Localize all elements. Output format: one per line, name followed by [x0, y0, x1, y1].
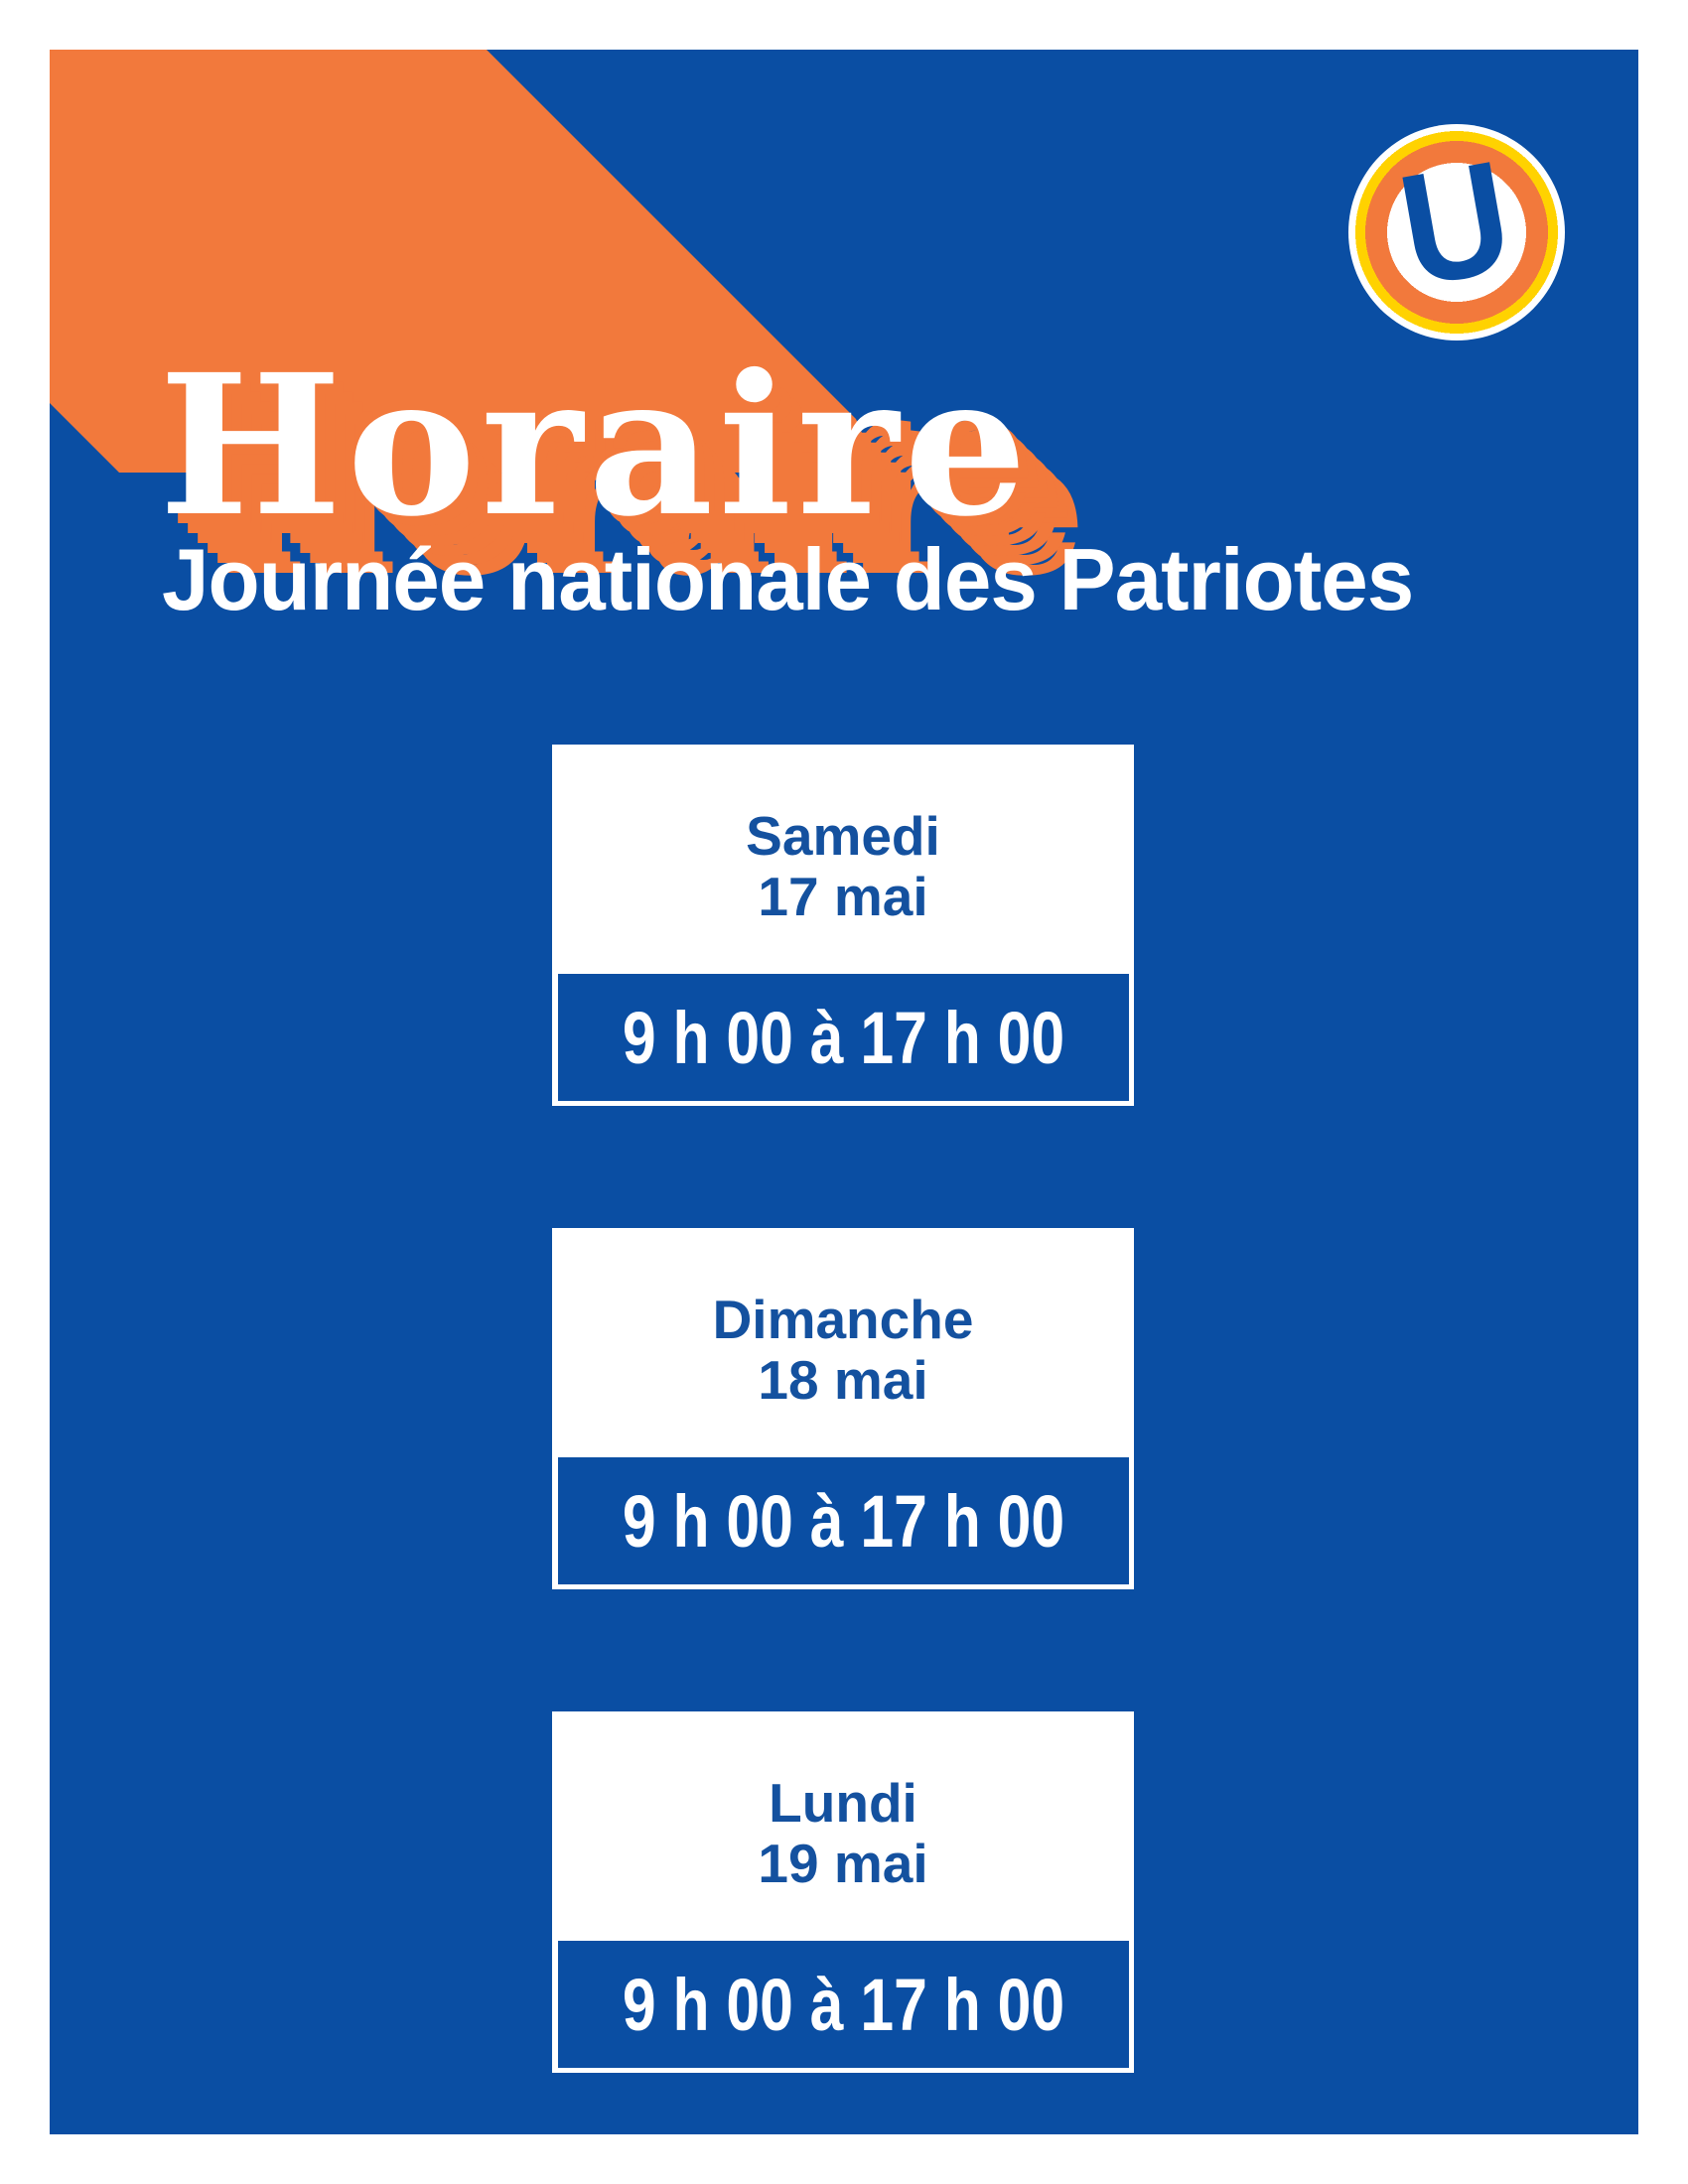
hours-text: 9 h 00 à 17 h 00: [622, 996, 1065, 1079]
day-date: 18 mai: [758, 1348, 928, 1411]
day-date: 17 mai: [758, 865, 928, 927]
logo-u-letter: U: [1387, 127, 1523, 321]
schedule-card-monday: Lundi 19 mai 9 h 00 à 17 h 00: [552, 1711, 1134, 2073]
hours-text: 9 h 00 à 17 h 00: [622, 1479, 1065, 1563]
day-name: Lundi: [769, 1771, 917, 1834]
card-day-label: Dimanche 18 mai: [552, 1228, 1134, 1457]
card-hours-banner: 9 h 00 à 17 h 00: [558, 1941, 1129, 2068]
poster-subtitle: Journée nationale des Patriotes: [162, 530, 1414, 628]
card-hours-banner: 9 h 00 à 17 h 00: [558, 974, 1129, 1101]
card-hours-banner: 9 h 00 à 17 h 00: [558, 1457, 1129, 1584]
schedule-card-saturday: Samedi 17 mai 9 h 00 à 17 h 00: [552, 745, 1134, 1106]
day-name: Dimanche: [712, 1288, 974, 1350]
hours-text: 9 h 00 à 17 h 00: [622, 1963, 1065, 2046]
schedule-card-sunday: Dimanche 18 mai 9 h 00 à 17 h 00: [552, 1228, 1134, 1589]
day-name: Samedi: [746, 804, 940, 867]
pharmacy-logo: U: [1348, 124, 1565, 341]
card-day-label: Lundi 19 mai: [552, 1711, 1134, 1941]
day-date: 19 mai: [758, 1832, 928, 1894]
card-day-label: Samedi 17 mai: [552, 745, 1134, 974]
poster-canvas: Horaire Journée nationale des Patriotes …: [50, 50, 1638, 2134]
poster-title: Horaire: [159, 332, 1033, 559]
